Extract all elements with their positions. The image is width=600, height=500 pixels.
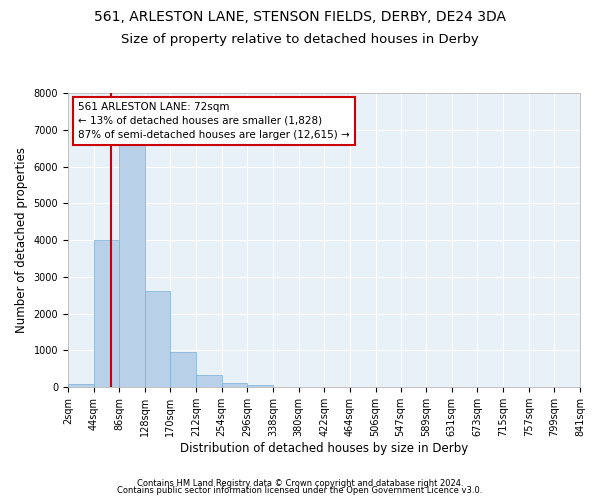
Bar xyxy=(119,144,145,387)
Bar xyxy=(196,375,222,387)
Bar xyxy=(170,352,196,387)
Bar xyxy=(68,384,94,387)
Bar xyxy=(222,384,247,387)
Text: 561 ARLESTON LANE: 72sqm
← 13% of detached houses are smaller (1,828)
87% of sem: 561 ARLESTON LANE: 72sqm ← 13% of detach… xyxy=(78,102,350,140)
Text: Size of property relative to detached houses in Derby: Size of property relative to detached ho… xyxy=(121,32,479,46)
Bar xyxy=(145,291,170,387)
Bar xyxy=(273,386,299,387)
Text: Contains public sector information licensed under the Open Government Licence v3: Contains public sector information licen… xyxy=(118,486,482,495)
Text: 561, ARLESTON LANE, STENSON FIELDS, DERBY, DE24 3DA: 561, ARLESTON LANE, STENSON FIELDS, DERB… xyxy=(94,10,506,24)
Bar xyxy=(247,385,273,387)
Y-axis label: Number of detached properties: Number of detached properties xyxy=(15,147,28,333)
X-axis label: Distribution of detached houses by size in Derby: Distribution of detached houses by size … xyxy=(180,442,468,455)
Bar xyxy=(94,240,119,387)
Text: Contains HM Land Registry data © Crown copyright and database right 2024.: Contains HM Land Registry data © Crown c… xyxy=(137,478,463,488)
